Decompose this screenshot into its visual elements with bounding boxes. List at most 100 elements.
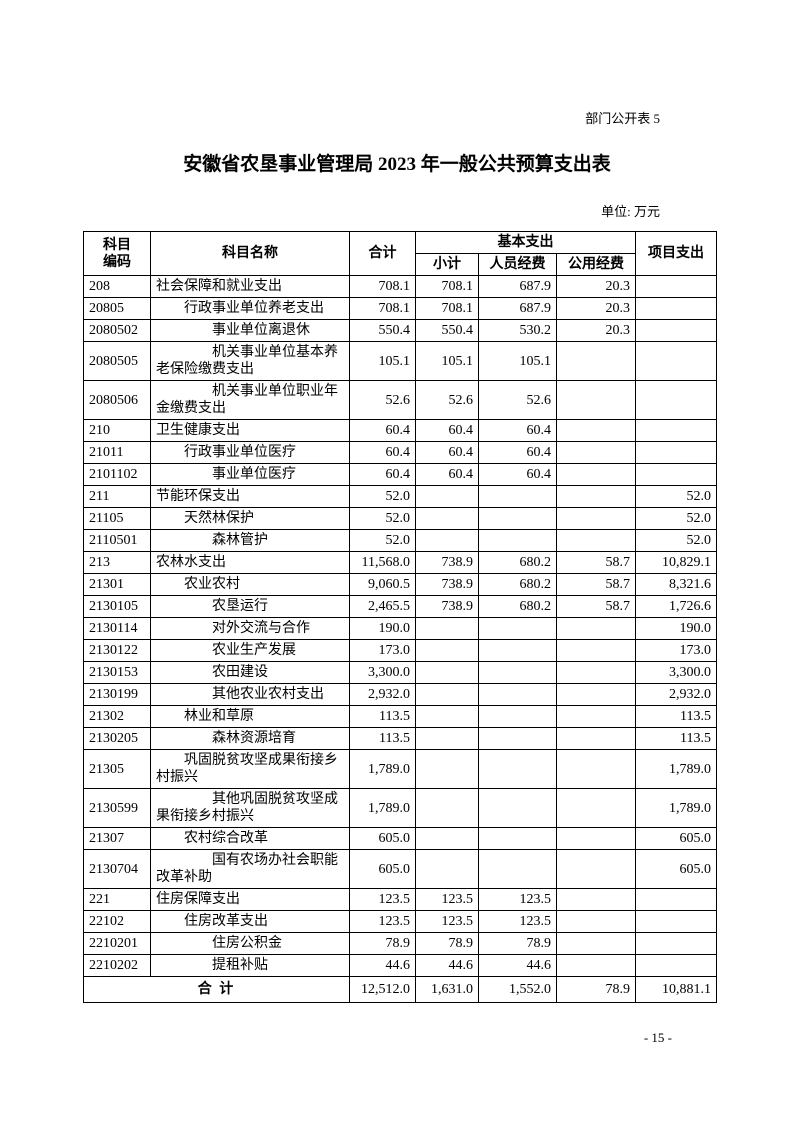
row-name: 卫生健康支出 [150, 419, 350, 442]
row-code: 2101102 [83, 463, 151, 486]
row-subtotal: 738.9 [415, 573, 479, 596]
row-code: 213 [83, 551, 151, 574]
row-subtotal [415, 727, 479, 750]
row-total: 708.1 [349, 275, 416, 298]
row-total: 173.0 [349, 639, 416, 662]
row-personnel [478, 727, 557, 750]
row-total: 60.4 [349, 419, 416, 442]
row-name: 天然林保护 [150, 507, 350, 530]
row-subtotal: 52.6 [415, 380, 479, 420]
row-public-funds [555, 485, 637, 508]
row-subtotal: 550.4 [415, 319, 479, 342]
row-personnel [478, 788, 557, 828]
row-project [635, 419, 718, 442]
table-body: 208 社会保障和就业支出 708.1 708.1 687.9 20.3 208… [83, 275, 718, 977]
row-code: 21011 [83, 441, 151, 464]
row-public-funds [555, 683, 637, 706]
row-name: 巩固脱贫攻坚成果衔接乡村振兴 [150, 749, 350, 789]
row-project [635, 441, 718, 464]
header-project: 项目支出 [635, 231, 718, 276]
row-name: 森林资源培育 [150, 727, 350, 750]
row-personnel: 687.9 [478, 275, 557, 298]
row-total: 123.5 [349, 910, 416, 933]
row-subtotal [415, 849, 479, 889]
row-project [635, 910, 718, 933]
header-code-line2: 编码 [103, 254, 131, 270]
row-name: 国有农场办社会职能改革补助 [150, 849, 350, 889]
row-personnel: 530.2 [478, 319, 557, 342]
row-public-funds [555, 910, 637, 933]
header-code-line1: 科目 [103, 237, 131, 253]
row-total: 1,789.0 [349, 788, 416, 828]
row-code: 2080506 [83, 380, 151, 420]
row-project [635, 954, 718, 977]
row-total: 708.1 [349, 297, 416, 320]
row-project [635, 297, 718, 320]
row-total: 113.5 [349, 727, 416, 750]
row-code: 2080505 [83, 341, 151, 381]
row-total: 605.0 [349, 849, 416, 889]
total-subtotal: 1,631.0 [415, 976, 479, 1003]
row-project: 605.0 [635, 849, 718, 889]
row-code: 2130105 [83, 595, 151, 618]
row-code: 22102 [83, 910, 151, 933]
row-personnel: 680.2 [478, 551, 557, 574]
table-row: 2130153 农田建设 3,300.0 3,300.0 [83, 661, 718, 684]
row-total: 105.1 [349, 341, 416, 381]
header-code: 科目 编码 [83, 231, 151, 276]
row-public-funds [555, 749, 637, 789]
row-public-funds [555, 617, 637, 640]
row-total: 60.4 [349, 441, 416, 464]
page-title: 安徽省农垦事业管理局 2023 年一般公共预算支出表 [183, 154, 611, 175]
row-project: 8,321.6 [635, 573, 718, 596]
row-code: 20805 [83, 297, 151, 320]
row-project: 10,829.1 [635, 551, 718, 574]
row-public-funds [555, 888, 637, 911]
row-code: 21305 [83, 749, 151, 789]
row-subtotal [415, 683, 479, 706]
row-name: 提租补贴 [150, 954, 350, 977]
row-code: 21105 [83, 507, 151, 530]
header-basic-group: 基本支出 [414, 231, 637, 254]
table-row: 21302 林业和草原 113.5 113.5 [83, 705, 718, 728]
row-public-funds [555, 639, 637, 662]
page-number: - 15 - [643, 1030, 672, 1045]
total-row: 合 计 12,512.0 1,631.0 1,552.0 78.9 10,881… [83, 976, 718, 1003]
table-row: 2110501 森林管护 52.0 52.0 [83, 529, 718, 552]
row-subtotal [415, 788, 479, 828]
row-subtotal: 123.5 [415, 910, 479, 933]
row-personnel: 60.4 [478, 463, 557, 486]
row-project: 1,789.0 [635, 788, 718, 828]
row-name: 农垦运行 [150, 595, 350, 618]
row-code: 210 [83, 419, 151, 442]
row-code: 2210201 [83, 932, 151, 955]
row-project [635, 380, 718, 420]
row-name: 社会保障和就业支出 [150, 275, 350, 298]
table-row: 208 社会保障和就业支出 708.1 708.1 687.9 20.3 [83, 275, 718, 298]
row-name: 节能环保支出 [150, 485, 350, 508]
row-total: 113.5 [349, 705, 416, 728]
row-code: 221 [83, 888, 151, 911]
row-name: 机关事业单位基本养老保险缴费支出 [150, 341, 350, 381]
row-public-funds [555, 463, 637, 486]
row-personnel [478, 849, 557, 889]
row-total: 123.5 [349, 888, 416, 911]
row-subtotal [415, 639, 479, 662]
row-project: 52.0 [635, 507, 718, 530]
row-project: 2,932.0 [635, 683, 718, 706]
row-name: 林业和草原 [150, 705, 350, 728]
row-total: 2,932.0 [349, 683, 416, 706]
row-total: 52.6 [349, 380, 416, 420]
row-public-funds: 58.7 [555, 551, 637, 574]
row-code: 2130153 [83, 661, 151, 684]
row-subtotal [415, 705, 479, 728]
row-project: 1,726.6 [635, 595, 718, 618]
header-name: 科目名称 [150, 231, 350, 276]
row-public-funds [555, 954, 637, 977]
row-subtotal [415, 827, 479, 850]
row-name: 事业单位医疗 [150, 463, 350, 486]
table-row: 2210201 住房公积金 78.9 78.9 78.9 [83, 932, 718, 955]
row-code: 2130599 [83, 788, 151, 828]
row-personnel: 680.2 [478, 573, 557, 596]
header-basic-public: 公用经费 [555, 253, 637, 276]
